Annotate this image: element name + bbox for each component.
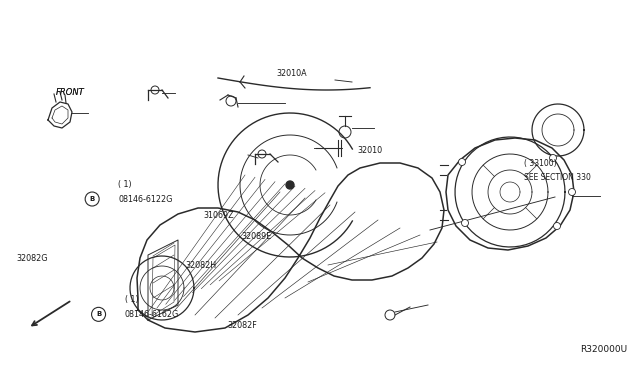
Text: SEE SECTION 330: SEE SECTION 330 bbox=[524, 173, 590, 182]
Circle shape bbox=[286, 181, 294, 189]
Circle shape bbox=[458, 158, 465, 166]
Text: 32010A: 32010A bbox=[276, 69, 307, 78]
Circle shape bbox=[461, 219, 468, 227]
Text: 32089E: 32089E bbox=[242, 232, 272, 241]
Text: ( 1): ( 1) bbox=[118, 180, 132, 189]
Text: 08146-6122G: 08146-6122G bbox=[118, 195, 173, 203]
Text: 32082G: 32082G bbox=[16, 254, 47, 263]
Circle shape bbox=[568, 189, 575, 196]
Text: 32010: 32010 bbox=[357, 146, 382, 155]
Text: ( 1): ( 1) bbox=[125, 295, 138, 304]
Circle shape bbox=[554, 222, 561, 230]
Text: 32082F: 32082F bbox=[227, 321, 257, 330]
Text: B: B bbox=[96, 311, 101, 317]
Text: 32082H: 32082H bbox=[186, 262, 217, 270]
Text: R320000U: R320000U bbox=[580, 345, 627, 354]
Text: B: B bbox=[90, 196, 95, 202]
Text: FRONT: FRONT bbox=[56, 88, 84, 97]
Text: FRONT: FRONT bbox=[56, 88, 84, 97]
Circle shape bbox=[550, 154, 557, 161]
Text: 31069Z: 31069Z bbox=[204, 211, 234, 219]
Text: 08146-6162G: 08146-6162G bbox=[125, 310, 179, 319]
Text: ( 33100): ( 33100) bbox=[524, 159, 556, 168]
